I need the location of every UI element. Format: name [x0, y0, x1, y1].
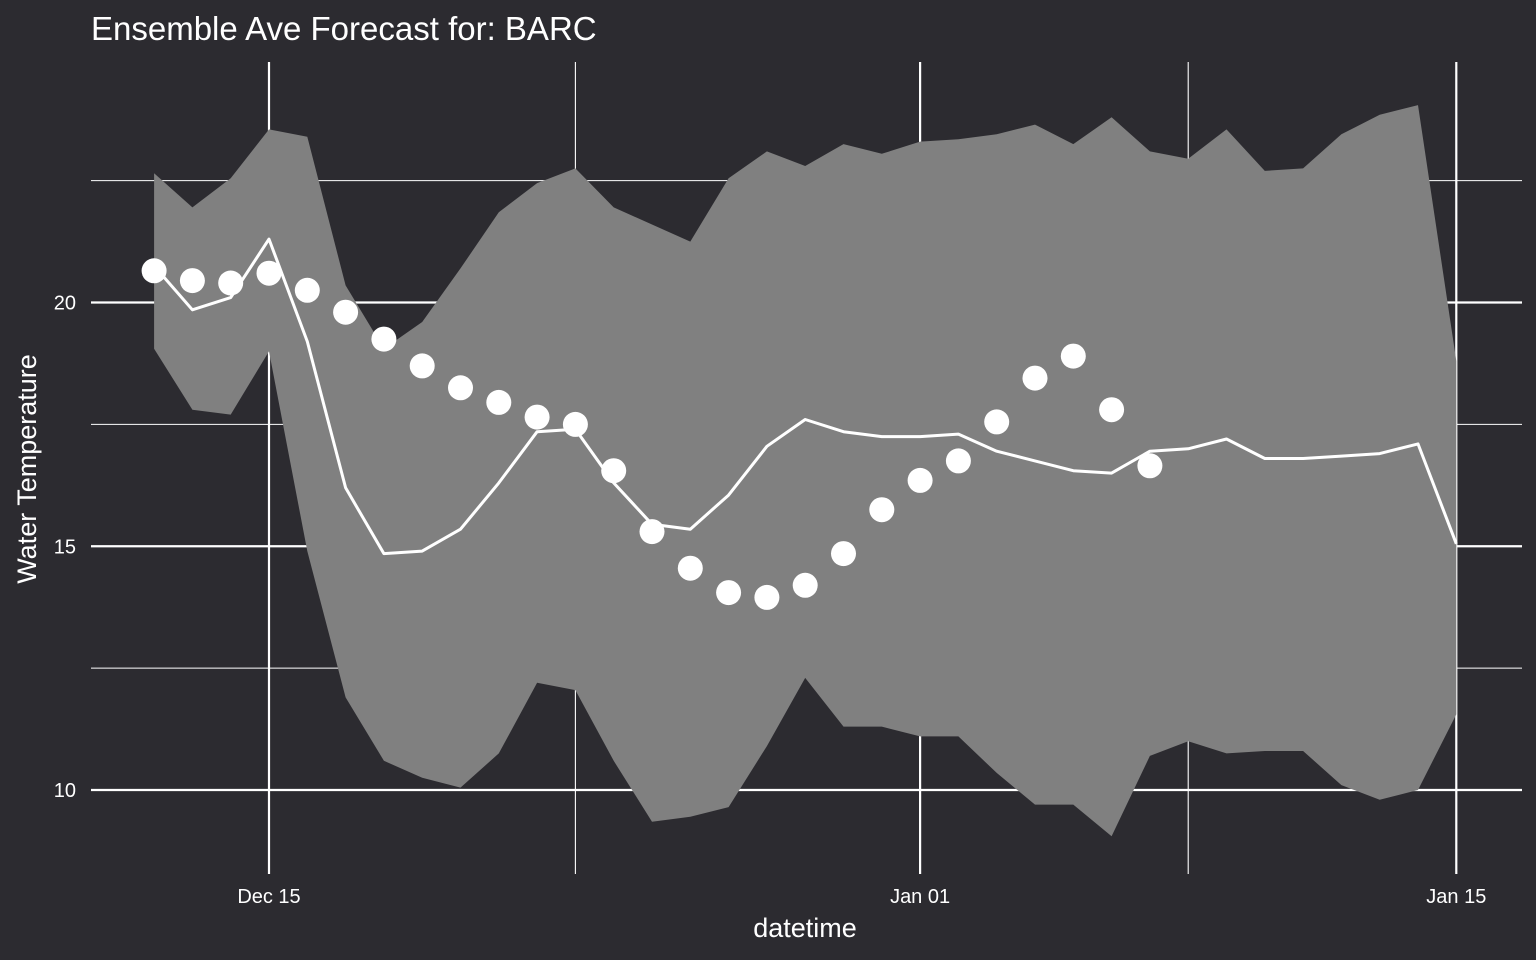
- forecast-band-layer: [154, 105, 1457, 837]
- observation-point: [218, 270, 244, 296]
- forecast-line-layer: [152, 237, 1458, 556]
- observation-point: [524, 404, 550, 430]
- y-tick-label: 10: [54, 780, 76, 802]
- observation-point: [409, 353, 435, 379]
- x-tick-label: Jan 01: [890, 886, 950, 908]
- observation-point: [294, 277, 320, 303]
- observation-point: [792, 572, 818, 598]
- x-tick-label: Jan 15: [1426, 886, 1486, 908]
- observation-point: [639, 519, 665, 545]
- observation-point: [984, 409, 1010, 435]
- observation-point: [1099, 397, 1125, 423]
- observation-point: [677, 555, 703, 581]
- observation-point: [448, 375, 473, 401]
- observation-point: [601, 458, 627, 484]
- chart-title: Ensemble Ave Forecast for: BARC: [91, 10, 597, 47]
- x-tick-label: Dec 15: [237, 886, 300, 908]
- observation-point: [1022, 365, 1048, 391]
- observation-point: [562, 411, 588, 437]
- y-tick-label: 15: [54, 536, 76, 558]
- forecast-band: [154, 105, 1457, 837]
- x-axis-title: datetime: [753, 913, 857, 943]
- observation-point: [256, 260, 282, 286]
- observation-point: [333, 299, 359, 325]
- observation-point: [754, 584, 780, 610]
- observation-point: [716, 580, 742, 606]
- observation-point: [945, 448, 971, 474]
- observation-point: [869, 497, 895, 523]
- observation-point: [371, 326, 397, 352]
- observation-points-layer: [141, 258, 1163, 610]
- y-axis-title: Water Temperature: [12, 354, 42, 584]
- y-tick-labels: 10 15 20: [54, 293, 76, 803]
- observation-point: [1060, 343, 1086, 369]
- observation-point: [831, 541, 856, 567]
- x-tick-labels: Dec 15 Jan 01 Jan 15: [237, 886, 1486, 908]
- observation-point: [179, 268, 205, 294]
- y-tick-label: 20: [54, 293, 76, 315]
- observation-point: [141, 258, 167, 284]
- forecast-line: [152, 237, 1458, 556]
- observation-point: [1137, 453, 1163, 479]
- observation-point: [907, 467, 933, 493]
- observation-point: [486, 389, 512, 415]
